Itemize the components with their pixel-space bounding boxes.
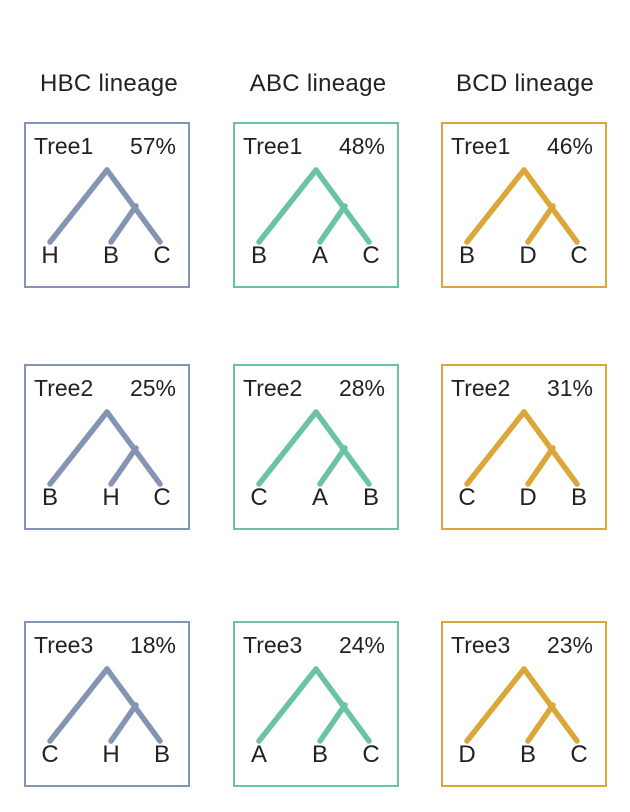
- branch-left: [47, 167, 110, 245]
- branch-inner: [108, 203, 139, 245]
- tree-branches: [256, 167, 372, 245]
- leaf-label: C: [570, 741, 588, 768]
- leaf-label: A: [311, 484, 328, 511]
- tree-percent: 28%: [338, 375, 385, 401]
- leaf-label: C: [153, 242, 171, 269]
- leaf-label: B: [102, 242, 119, 269]
- branch-inner: [108, 445, 139, 487]
- branch-left: [464, 167, 527, 245]
- leaf-label: H: [41, 242, 59, 269]
- branch-inner: [317, 203, 348, 245]
- leaf-label: C: [362, 741, 380, 768]
- branch-inner: [525, 445, 556, 487]
- leaf-label: D: [458, 741, 476, 768]
- tree-percent: 46%: [546, 133, 593, 159]
- leaf-label: C: [570, 242, 588, 269]
- branch-inner: [317, 702, 348, 744]
- leaf-label: B: [41, 484, 58, 511]
- tree-panel-abc-1: Tree1 48% B A C: [233, 122, 399, 288]
- tree-panel-hbc-3: Tree3 18% C H B: [24, 621, 190, 787]
- leaf-label: H: [102, 741, 120, 768]
- tree-name: Tree3: [451, 632, 511, 658]
- leaf-label: D: [519, 242, 537, 269]
- tree-panel-bcd-3: Tree3 23% D B C: [441, 621, 607, 787]
- leaf-label: B: [362, 484, 379, 511]
- tree-name: Tree1: [34, 133, 94, 159]
- tree-name: Tree1: [243, 133, 303, 159]
- column-title-abc: ABC lineage: [249, 70, 387, 97]
- tree-panel-hbc-2: Tree2 25% B H C: [24, 364, 190, 530]
- tree-branches: [464, 409, 580, 487]
- leaf-label: B: [570, 484, 587, 511]
- tree-name: Tree3: [243, 632, 303, 658]
- branch-left: [47, 666, 110, 744]
- leaf-label: H: [102, 484, 120, 511]
- leaf-label: C: [458, 484, 476, 511]
- leaf-label: D: [519, 484, 537, 511]
- tree-panel-hbc-1: Tree1 57% H B C: [24, 122, 190, 288]
- tree-name: Tree2: [34, 375, 94, 401]
- leaf-label: A: [311, 242, 328, 269]
- tree-branches: [464, 167, 580, 245]
- tree-panel-bcd-1: Tree1 46% B D C: [441, 122, 607, 288]
- tree-name: Tree2: [243, 375, 303, 401]
- leaf-label: C: [362, 242, 380, 269]
- tree-panel-abc-3: Tree3 24% A B C: [233, 621, 399, 787]
- tree-name: Tree2: [451, 375, 511, 401]
- leaf-label: A: [250, 741, 267, 768]
- tree-branches: [47, 409, 163, 487]
- branch-left: [464, 666, 527, 744]
- tree-branches: [256, 409, 372, 487]
- branch-left: [256, 167, 319, 245]
- leaf-label: C: [153, 484, 171, 511]
- leaf-label: B: [153, 741, 170, 768]
- tree-percent: 24%: [338, 632, 385, 658]
- tree-branches: [47, 167, 163, 245]
- branch-inner: [317, 445, 348, 487]
- leaf-label: C: [250, 484, 268, 511]
- tree-name: Tree1: [451, 133, 511, 159]
- tree-percent: 25%: [129, 375, 176, 401]
- tree-percent: 18%: [129, 632, 176, 658]
- tree-name: Tree3: [34, 632, 94, 658]
- tree-panel-abc-2: Tree2 28% C A B: [233, 364, 399, 530]
- tree-percent: 48%: [338, 133, 385, 159]
- branch-left: [256, 409, 319, 487]
- tree-percent: 57%: [129, 133, 176, 159]
- tree-branches: [256, 666, 372, 744]
- branch-inner: [525, 702, 556, 744]
- tree-percent: 23%: [546, 632, 593, 658]
- column-title-hbc: HBC lineage: [39, 70, 179, 97]
- column-title-bcd: BCD lineage: [455, 70, 595, 97]
- leaf-label: B: [250, 242, 267, 269]
- branch-left: [464, 409, 527, 487]
- branch-inner: [108, 702, 139, 744]
- branch-left: [256, 666, 319, 744]
- tree-branches: [464, 666, 580, 744]
- branch-left: [47, 409, 110, 487]
- leaf-label: B: [458, 242, 475, 269]
- branch-inner: [525, 203, 556, 245]
- tree-branches: [47, 666, 163, 744]
- tree-panel-bcd-2: Tree2 31% C D B: [441, 364, 607, 530]
- leaf-label: C: [41, 741, 59, 768]
- tree-percent: 31%: [546, 375, 593, 401]
- leaf-label: B: [311, 741, 328, 768]
- leaf-label: B: [519, 741, 536, 768]
